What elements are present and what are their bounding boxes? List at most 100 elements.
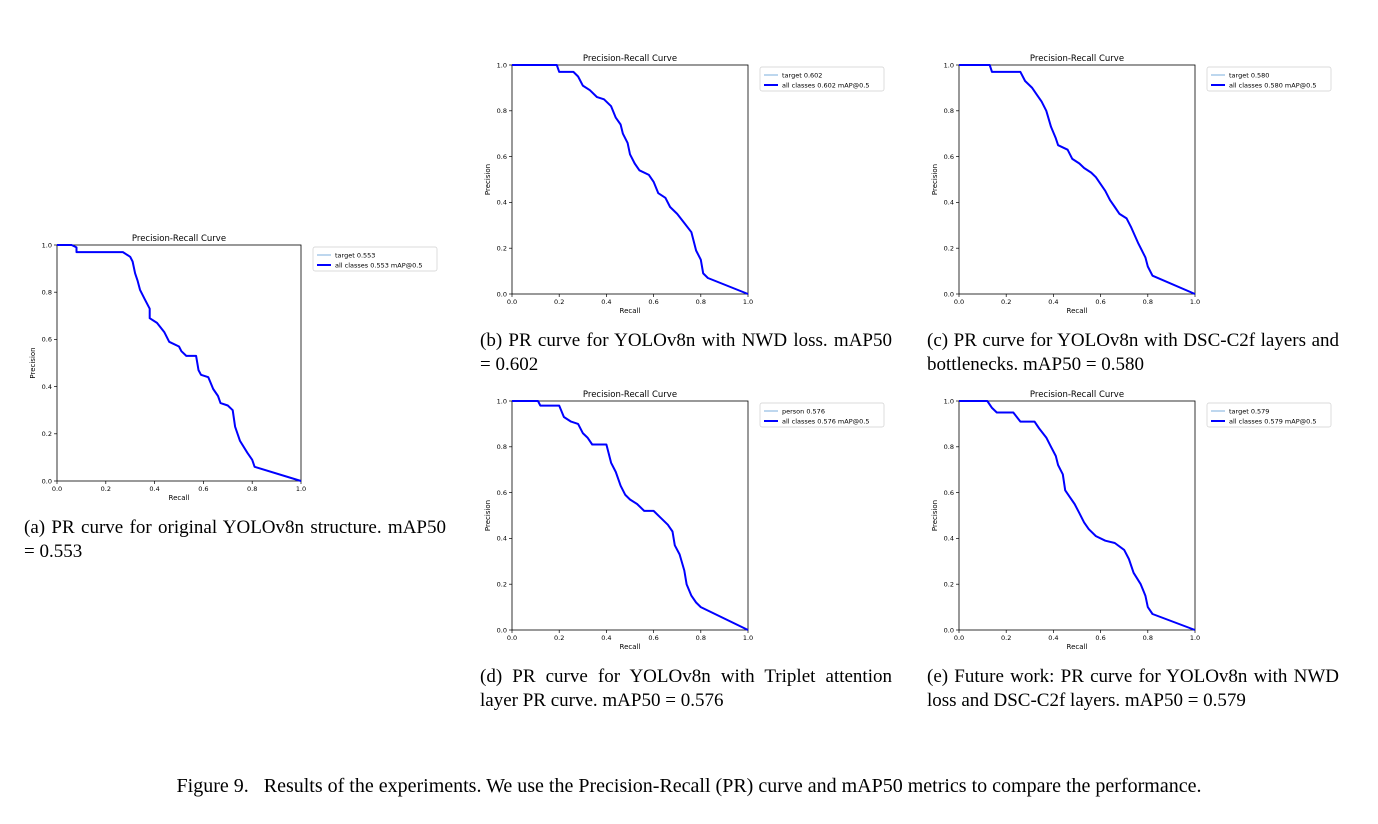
x-tick-label: 0.6	[648, 634, 658, 642]
y-axis-label: Precision	[484, 164, 492, 195]
series-line-2	[959, 400, 1196, 631]
chart-title: Precision-Recall Curve	[583, 390, 677, 400]
y-tick-label: 0.2	[497, 245, 507, 253]
x-tick-label: 0.0	[954, 298, 964, 306]
x-tick-label: 0.2	[554, 634, 564, 642]
legend-entry: all classes 0.576 mAP@0.5	[782, 417, 869, 425]
y-tick-label: 0.4	[497, 535, 507, 543]
y-tick-label: 0.4	[42, 383, 52, 391]
caption-e: (e) Future work: PR curve for YOLOv8n wi…	[927, 666, 1339, 711]
y-tick-label: 0.4	[497, 199, 507, 207]
chart-title: Precision-Recall Curve	[583, 54, 677, 64]
y-axis-label: Precision	[29, 347, 37, 378]
legend-box	[1206, 66, 1332, 92]
x-tick-label: 0.4	[601, 298, 611, 306]
caption-d: (d) PR curve for YOLOv8n with Triplet at…	[480, 666, 892, 711]
plot-frame	[958, 400, 1196, 631]
pr-chart-d: Precision-Recall Curve 0.0 0.2 0.4 0.6 0.8 1.0…	[484, 390, 885, 651]
chart-title: Precision-Recall Curve	[1030, 54, 1124, 64]
x-tick-label: 0.4	[149, 485, 159, 493]
y-tick-label: 0.6	[497, 153, 507, 161]
series-line-2	[57, 244, 302, 482]
y-tick-label: 0.4	[944, 199, 954, 207]
y-tick-label: 1.0	[944, 61, 954, 69]
pr-chart-e: Precision-Recall Curve 0.0 0.2 0.4 0.6 0.8 1.0…	[931, 390, 1332, 651]
chart-title: Precision-Recall Curve	[1030, 390, 1124, 400]
pr-chart-a: Precision-Recall Curve 0.0 0.2 0.4 0.6 0.8 1.0…	[29, 234, 438, 502]
series-line-2	[512, 64, 749, 295]
x-tick-label: 0.6	[648, 298, 658, 306]
series-line-1	[512, 400, 749, 631]
x-axis-label: Recall	[620, 307, 641, 315]
legend-box	[759, 66, 885, 92]
y-tick-label: 0.6	[944, 153, 954, 161]
x-tick-label: 1.0	[1190, 298, 1200, 306]
x-axis-label: Recall	[1067, 643, 1088, 651]
y-tick-label: 1.0	[42, 241, 52, 249]
x-tick-label: 0.6	[1095, 634, 1105, 642]
chart-panel-a: Precision-Recall Curve 0.0 0.2 0.4 0.6 0.8 1.0…	[0, 230, 450, 505]
y-axis-label: Precision	[484, 500, 492, 531]
y-tick-label: 0.8	[497, 443, 507, 451]
pr-chart-c: Precision-Recall Curve 0.0 0.2 0.4 0.6 0.8 1.0…	[931, 54, 1332, 315]
series-line-1	[512, 64, 749, 295]
caption-b: (b) PR curve for YOLOv8n with NWD loss. …	[480, 330, 892, 375]
y-tick-label: 0.0	[944, 290, 954, 298]
y-tick-label: 0.8	[944, 107, 954, 115]
chart-panel-b: Precision-Recall Curve 0.0 0.2 0.4 0.6 0.8 1.0…	[480, 50, 900, 325]
y-tick-label: 0.2	[944, 581, 954, 589]
legend-box	[312, 246, 438, 272]
series-line-1	[959, 64, 1196, 295]
y-tick-label: 0.6	[944, 489, 954, 497]
y-tick-label: 0.8	[497, 107, 507, 115]
series-line-1	[959, 400, 1196, 631]
x-tick-label: 0.2	[1001, 634, 1011, 642]
y-tick-label: 0.6	[497, 489, 507, 497]
legend-entry: target 0.553	[335, 251, 375, 259]
legend-entry: all classes 0.553 mAP@0.5	[335, 261, 422, 269]
x-tick-label: 0.4	[1048, 298, 1058, 306]
chart-panel-d: Precision-Recall Curve 0.0 0.2 0.4 0.6 0.8 1.0…	[480, 386, 900, 661]
y-tick-label: 1.0	[497, 397, 507, 405]
caption-a: (a) PR curve for original YOLOv8n struct…	[24, 517, 446, 562]
plot-frame	[958, 64, 1196, 295]
series-line-2	[959, 64, 1196, 295]
x-tick-label: 0.0	[954, 634, 964, 642]
y-tick-label: 0.0	[42, 477, 52, 485]
y-tick-label: 0.2	[497, 581, 507, 589]
y-tick-label: 0.6	[42, 336, 52, 344]
x-tick-label: 0.0	[507, 298, 517, 306]
x-tick-label: 0.4	[601, 634, 611, 642]
legend-entry: all classes 0.579 mAP@0.5	[1229, 417, 1316, 425]
plot-frame	[56, 244, 302, 482]
legend-entry: target 0.602	[782, 71, 822, 79]
chart-panel-e: Precision-Recall Curve 0.0 0.2 0.4 0.6 0.8 1.0…	[927, 386, 1347, 661]
x-tick-label: 1.0	[743, 298, 753, 306]
x-tick-label: 0.8	[696, 298, 706, 306]
y-tick-label: 0.2	[42, 430, 52, 438]
series-line-1	[57, 244, 302, 482]
y-tick-label: 1.0	[944, 397, 954, 405]
y-axis-label: Precision	[931, 500, 939, 531]
legend-entry: target 0.580	[1229, 71, 1269, 79]
x-tick-label: 0.4	[1048, 634, 1058, 642]
x-tick-label: 0.6	[198, 485, 208, 493]
y-axis-label: Precision	[931, 164, 939, 195]
legend-box	[759, 402, 885, 428]
x-tick-label: 1.0	[296, 485, 306, 493]
x-tick-label: 1.0	[1190, 634, 1200, 642]
x-tick-label: 0.8	[1143, 298, 1153, 306]
legend-entry: target 0.579	[1229, 407, 1269, 415]
x-axis-label: Recall	[169, 494, 190, 502]
legend-entry: all classes 0.580 mAP@0.5	[1229, 81, 1316, 89]
y-tick-label: 0.0	[497, 626, 507, 634]
x-tick-label: 0.8	[1143, 634, 1153, 642]
y-tick-label: 0.4	[944, 535, 954, 543]
chart-title: Precision-Recall Curve	[132, 234, 226, 244]
pr-chart-b: Precision-Recall Curve 0.0 0.2 0.4 0.6 0.8 1.0…	[484, 54, 885, 315]
x-axis-label: Recall	[1067, 307, 1088, 315]
x-tick-label: 0.8	[247, 485, 257, 493]
x-axis-label: Recall	[620, 643, 641, 651]
legend-box	[1206, 402, 1332, 428]
y-tick-label: 0.0	[944, 626, 954, 634]
